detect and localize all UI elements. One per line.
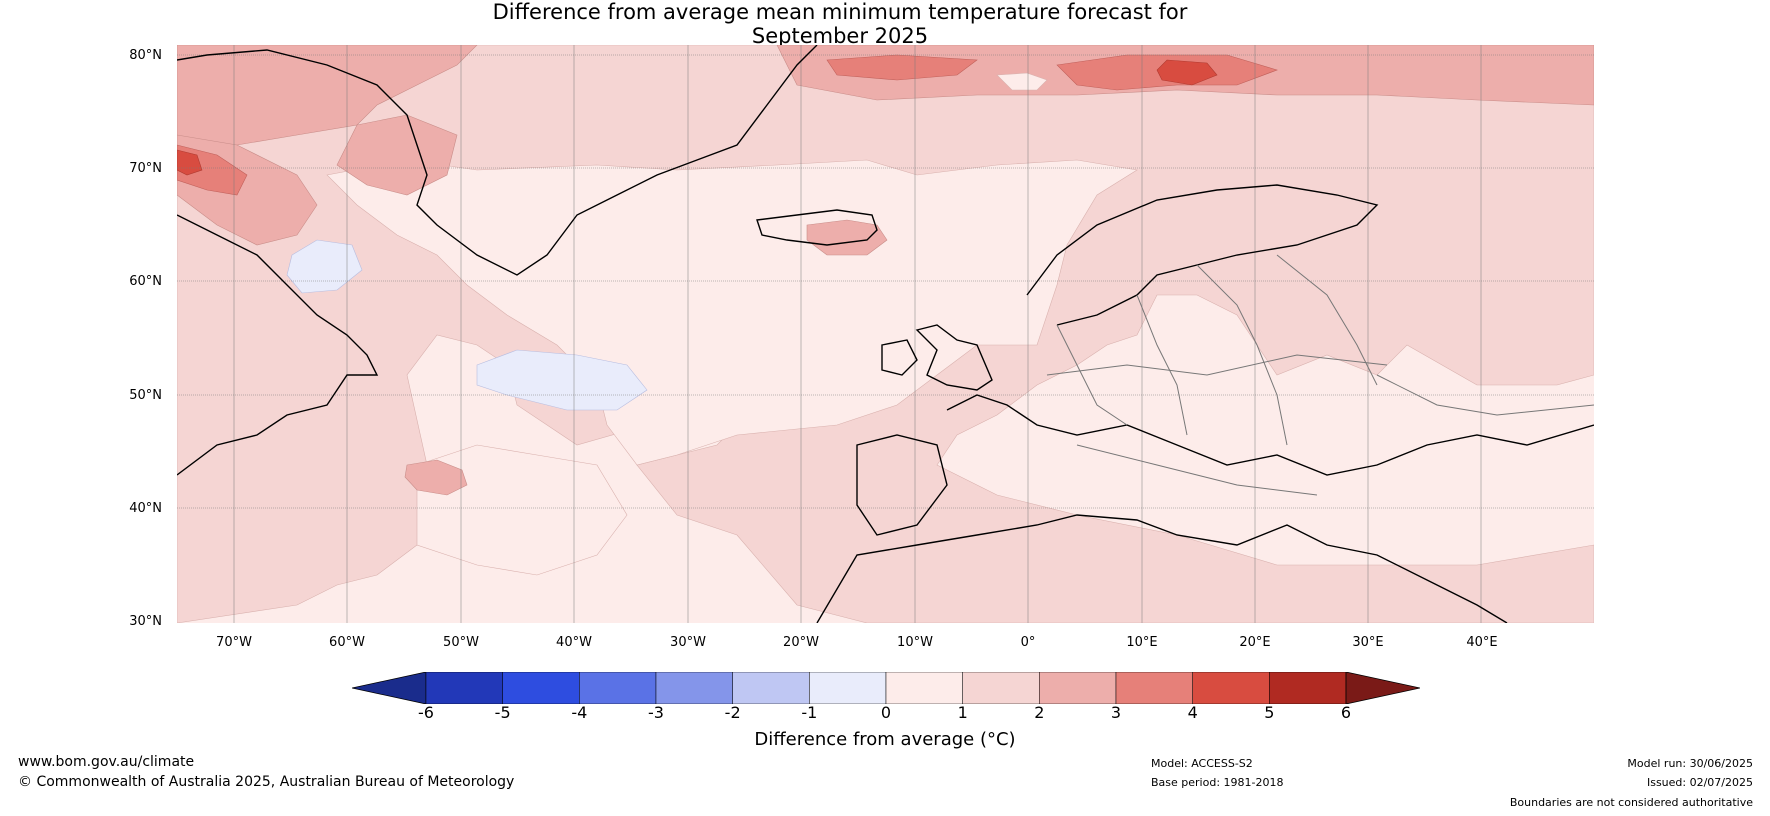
colorbar-swatches [351,671,1421,705]
colorbar-swatch [1192,671,1270,705]
lon-label-70w: 70°W [216,635,252,650]
lon-label-50w: 50°W [443,635,479,650]
lon-label-60w: 60°W [329,635,365,650]
coastline-iceland [756,209,878,246]
colorbar-tick-label: 4 [1187,703,1198,722]
colorbar-extension-high [1345,671,1421,705]
anomaly-0-1-svalbard-patch [996,72,1048,91]
anomaly-2-3-greenland [177,45,478,161]
colorbar-swatch [502,671,580,705]
lon-label-40e: 40°E [1466,635,1498,650]
coastlines [177,45,1594,623]
coastline-europe-south [946,394,1594,476]
colorbar-label: Difference from average (°C) [754,729,1016,750]
lat-label-30n: 30°N [129,614,162,629]
title-line-1: Difference from average mean minimum tem… [492,0,1188,24]
lon-label-20w: 20°W [783,635,819,650]
colorbar-swatch [425,671,503,705]
lon-label-30w: 30°W [670,635,706,650]
lat-label-40n: 40°N [129,501,162,516]
colorbar-swatch [809,671,887,705]
lat-label-50n: 50°N [129,388,162,403]
forecast-map[interactable] [177,45,1594,623]
anomaly-0-1-south-atlantic [416,444,628,576]
coastline-greenland [177,45,818,276]
anomaly-neg1-0-labrador [286,239,363,294]
coastline-scandinavia [1026,184,1379,326]
title-line-2: September 2025 [751,24,929,48]
colorbar-tick-label: 5 [1264,703,1275,722]
coastline-ireland [881,339,918,376]
footer-disclaimer: Boundaries are not considered authoritat… [1509,796,1753,809]
colorbar-tick-label: -6 [418,703,434,722]
footer-model: Model: ACCESS-S2 [1151,757,1253,770]
colorbar-swatch [655,671,733,705]
colorbar-tick-label: 3 [1110,703,1122,722]
footer-url[interactable]: www.bom.gov.au/climate [18,754,195,770]
lat-label-80n: 80°N [129,48,162,63]
colorbar-swatch [1269,671,1347,705]
lon-label-10e: 10°E [1126,635,1158,650]
map-title: Difference from average mean minimum tem… [0,0,1770,48]
colorbar-swatch [732,671,810,705]
colorbar [351,671,1421,708]
colorbar-tick-label: -5 [494,703,511,722]
colorbar-swatch [1039,671,1117,705]
lon-label-30e: 30°E [1352,635,1384,650]
coastline-britain [915,324,993,391]
colorbar-swatch [579,671,657,705]
coastline-canada [177,214,379,476]
footer-model-run: Model run: 30/06/2025 [1627,757,1753,770]
coastline-africa [816,514,1508,623]
colorbar-tick-label: -4 [571,703,588,722]
country-borders [1046,254,1594,496]
lon-label-10w: 10°W [897,635,933,650]
colorbar-swatch [962,671,1040,705]
coastline-iberia [856,434,948,536]
colorbar-tick-label: 0 [880,703,892,722]
anomaly-4-5-baffin [177,149,203,176]
colorbar-tick-label: -1 [801,703,818,722]
colorbar-tick-label: -3 [648,703,664,722]
footer-issued: Issued: 02/07/2025 [1646,776,1753,789]
map-canvas [177,45,1594,623]
lat-label-60n: 60°N [129,274,162,289]
lon-label-0: 0° [1020,635,1036,650]
lon-label-20e: 20°E [1239,635,1271,650]
colorbar-swatch [885,671,963,705]
colorbar-tick-label: -2 [724,703,741,722]
colorbar-tick-label: 6 [1340,703,1352,722]
colorbar-swatch [1115,671,1193,705]
lon-label-40w: 40°W [556,635,592,650]
anomaly-4-5-svalbard [1156,59,1218,86]
colorbar-extension-low [351,671,427,705]
anomaly-2-3-atlantic-patch [404,459,468,496]
footer-copyright: © Commonwealth of Australia 2025, Austra… [18,774,515,790]
colorbar-tick-label: 2 [1034,703,1045,722]
footer-base-period: Base period: 1981-2018 [1151,776,1284,789]
graticule [177,45,1594,623]
lat-label-70n: 70°N [129,161,162,176]
colorbar-tick-label: 1 [957,703,968,722]
